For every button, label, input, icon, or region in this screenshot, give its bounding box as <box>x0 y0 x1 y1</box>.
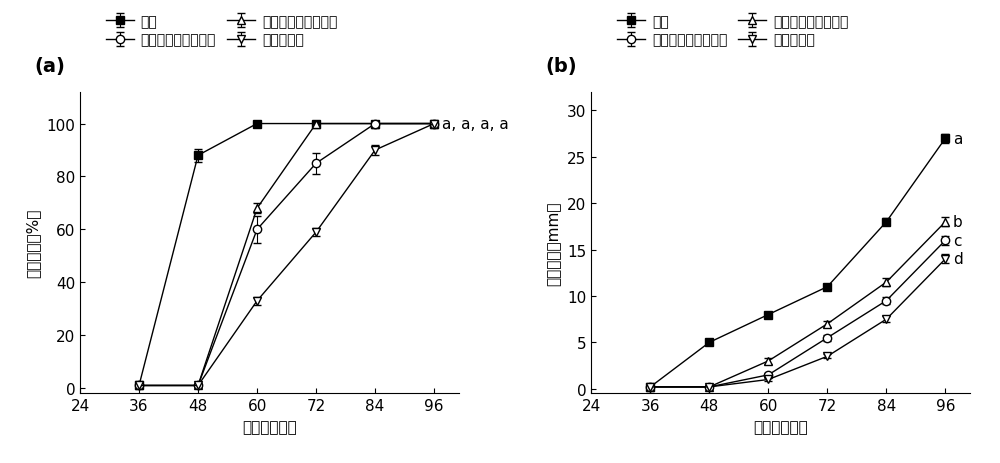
X-axis label: 时间（小时）: 时间（小时） <box>242 419 297 434</box>
Text: (b): (b) <box>546 56 577 75</box>
Text: b: b <box>953 215 963 230</box>
Legend: 对照, 葡萄糖酵母膏培养基, 葡萄糖酸酵母培养基, 复合培养基: 对照, 葡萄糖酵母膏培养基, 葡萄糖酸酵母培养基, 复合培养基 <box>106 15 337 47</box>
Y-axis label: 病斌直径（%）: 病斌直径（%） <box>26 208 41 278</box>
Text: a, a, a, a: a, a, a, a <box>442 117 508 132</box>
Text: (a): (a) <box>35 56 65 75</box>
Text: d: d <box>953 252 963 267</box>
X-axis label: 时间（小时）: 时间（小时） <box>753 419 808 434</box>
Legend: 对照, 葡萄糖酵母膏培养基, 葡萄糖酸酵母培养基, 复合培养基: 对照, 葡萄糖酵母膏培养基, 葡萄糖酸酵母培养基, 复合培养基 <box>617 15 848 47</box>
Text: a: a <box>953 131 962 146</box>
Text: c: c <box>953 233 961 248</box>
Y-axis label: 病斌直径（mm）: 病斌直径（mm） <box>546 201 561 285</box>
